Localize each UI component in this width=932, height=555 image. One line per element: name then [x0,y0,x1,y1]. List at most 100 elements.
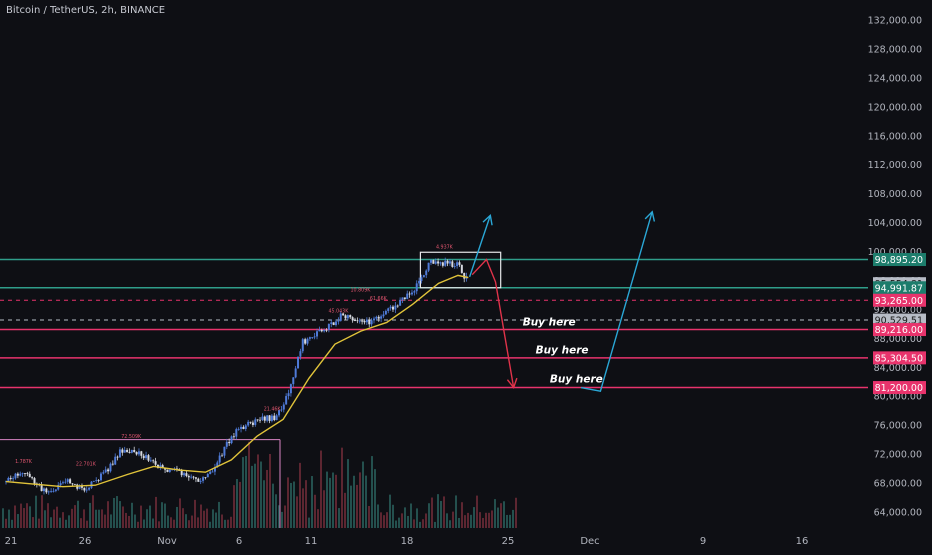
volume-bar [236,479,238,528]
candle-body [292,377,295,385]
volume-bar [20,503,22,528]
candle-body [320,329,323,332]
candle-body [107,469,110,472]
candle-body [92,480,95,482]
candle-body [337,320,340,322]
candle-body [140,451,143,456]
volume-bar [377,504,379,528]
volume-bar [29,506,31,528]
candle-body [202,477,205,481]
volume-bar [53,509,55,528]
candle-body [368,319,371,325]
x-tick-label: 25 [502,536,515,547]
candle-body [218,455,221,463]
candle-body [387,308,390,311]
candle-body [330,322,333,324]
candle-body [240,426,243,429]
volume-bar [179,498,181,528]
volume-bar [215,512,217,528]
volume-bar [323,490,325,528]
volume-bar [206,508,208,528]
candle-body [230,436,233,444]
candle-body [323,329,326,332]
volume-bar [338,508,340,528]
volume-bar [17,514,19,528]
x-tick-label: 26 [79,536,92,547]
y-tick-label: 128,000.00 [868,44,922,55]
volume-bar [413,519,415,528]
candle-body [380,316,383,319]
arrow-head [482,213,493,226]
volume-bar [254,463,256,528]
candle-body [147,455,150,461]
volume-bar [398,517,400,528]
volume-bar [146,509,148,528]
volume-bar [98,509,100,528]
volume-bar [239,481,241,528]
volume-bar [356,484,358,528]
candle-body [391,306,394,310]
candle-body [209,471,212,475]
candle-body [275,415,278,421]
candle-body [304,339,307,344]
volume-bar [383,515,385,528]
volume-bar [95,509,97,528]
candle-body [289,384,292,394]
candle-body [126,450,129,452]
candle-body [244,425,247,429]
candle-body [197,478,200,482]
volume-bar [497,507,499,528]
volume-bar [503,501,505,528]
candle-body [463,272,466,279]
candle-body [318,329,321,332]
candle-body [80,485,83,488]
volume-bar [155,496,157,528]
volume-bar [410,503,412,528]
candle-body [206,474,209,478]
annotations-layer: Buy here Buy here Buy here 4.937K 10.809K 61.… [15,245,603,468]
candle-body [128,451,131,453]
volume-bar [419,521,421,528]
volume-bar [161,502,163,528]
volume-bar [92,495,94,528]
volume-bar [491,510,493,528]
volume-bar [371,456,373,528]
volume-bar [473,507,475,528]
volume-bar [452,511,454,528]
volume-bar [140,505,142,528]
candle-body [16,473,19,476]
volume-bar [287,477,289,528]
volume-bar [275,494,277,528]
projection-arrow [580,211,653,392]
price-level-tag [873,381,926,395]
volume-bar [395,520,397,528]
candle-body [429,260,432,263]
volume-bar [122,506,124,528]
candle-body [28,473,31,478]
y-tick-label: 80,000.00 [874,392,922,403]
volume-bar [344,492,346,528]
candle-body [57,485,60,490]
projection-arrow [468,215,491,278]
candle-body [130,449,133,453]
volume-bar [431,497,433,528]
candle-body [171,469,174,471]
consolidation-box [419,251,502,289]
volume-bar [314,494,316,528]
arrows-layer [468,210,656,392]
volume-bar [35,495,37,528]
x-tick-label: 18 [401,536,414,547]
candle-body [61,482,64,484]
candle-body [339,313,342,321]
candle-body [306,338,309,344]
volume-bar [143,519,145,528]
volume-bar [449,520,451,528]
volume-bar [218,501,220,528]
candle-body [168,469,171,472]
x-tick-label: 9 [700,536,706,547]
candle-body [453,266,456,267]
volume-bar [38,518,40,528]
candle-body [154,461,157,465]
